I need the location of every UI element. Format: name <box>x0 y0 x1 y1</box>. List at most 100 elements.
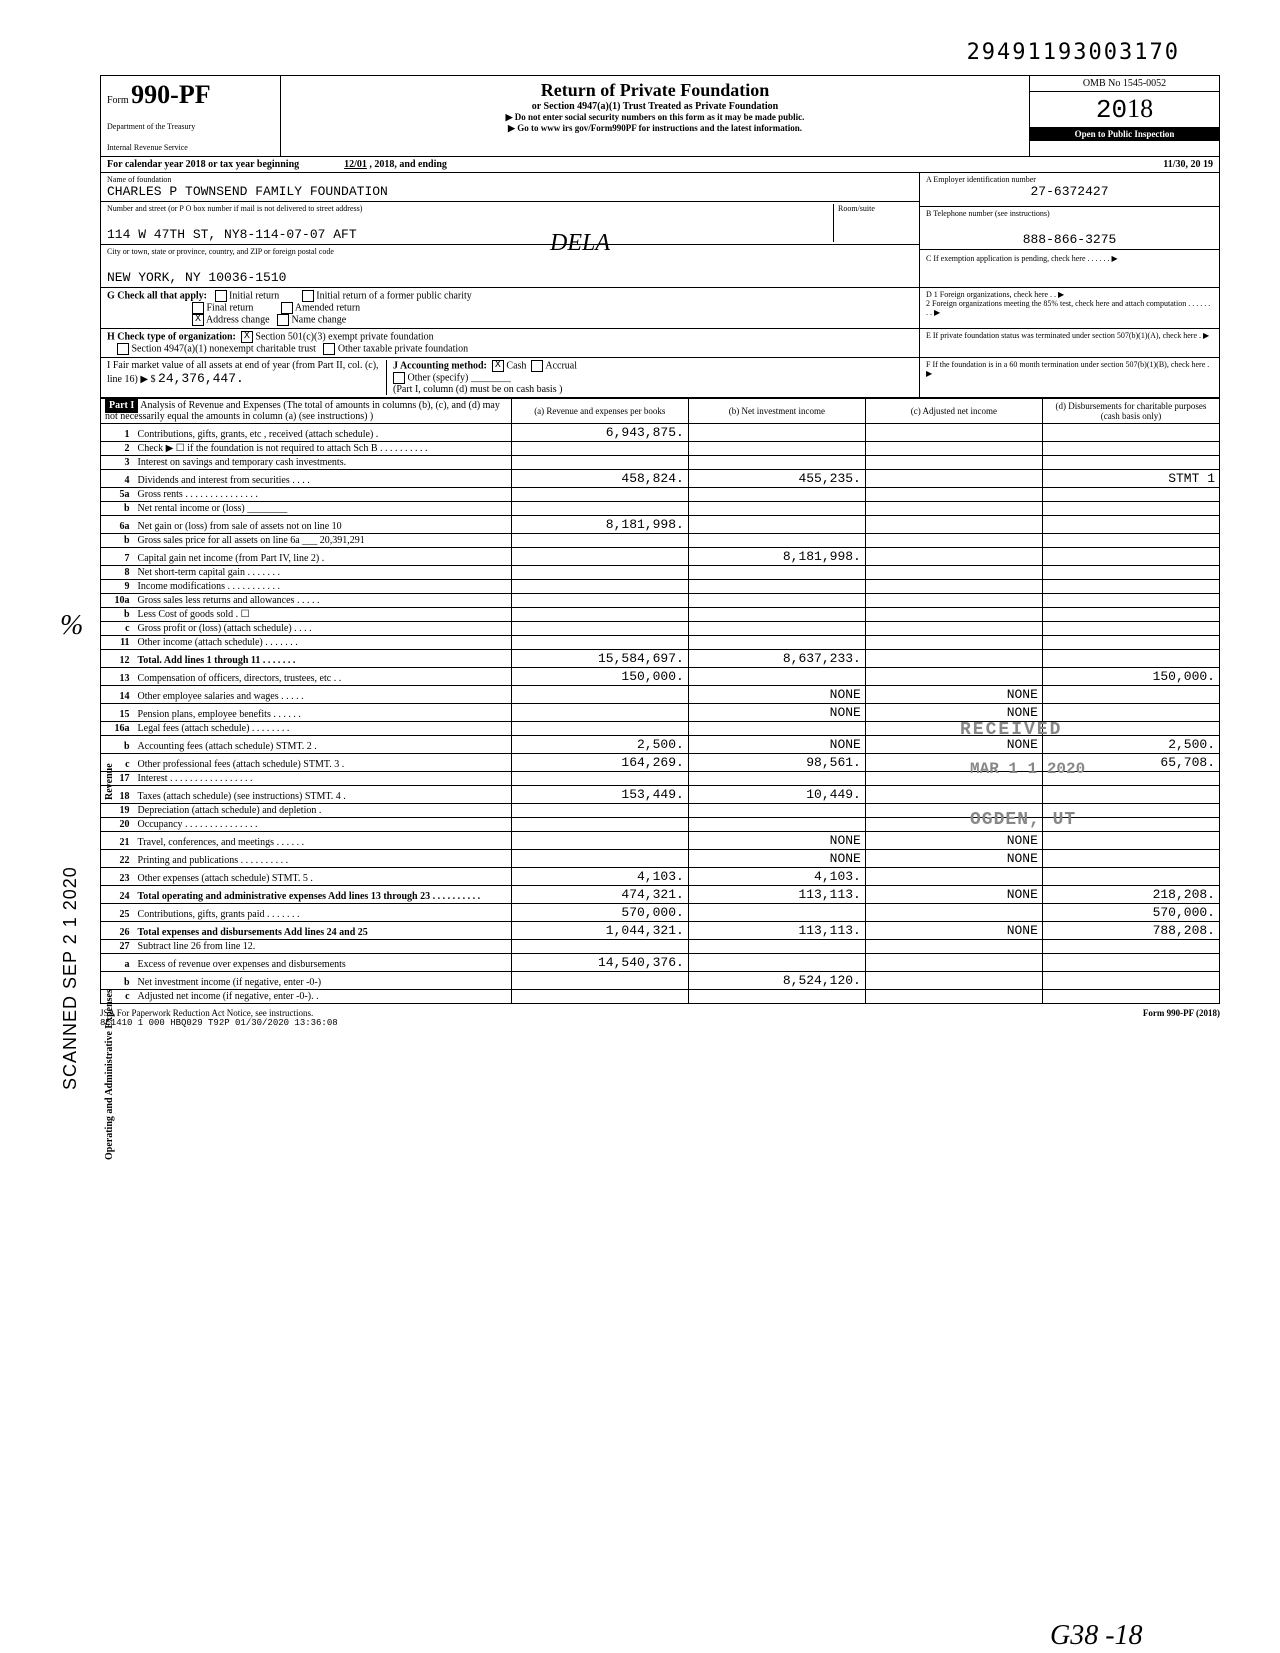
col-a-value: 474,321. <box>511 886 688 904</box>
col-a-value <box>511 990 688 1004</box>
col-b-value <box>688 954 865 972</box>
table-row: bLess Cost of goods sold . ☐ <box>101 608 1220 622</box>
checkbox-initial-former[interactable] <box>302 290 314 302</box>
line-number: b <box>101 736 134 754</box>
col-c-value <box>865 502 1042 516</box>
line-description: Total. Add lines 1 through 11 . . . . . … <box>134 650 512 668</box>
col-d-value: 788,208. <box>1042 922 1219 940</box>
col-d-value <box>1042 580 1219 594</box>
checkbox-501c3[interactable]: X <box>241 331 253 343</box>
col-a-value <box>511 548 688 566</box>
col-a-value <box>511 636 688 650</box>
col-d-value <box>1042 868 1219 886</box>
col-c-value: NONE <box>865 704 1042 722</box>
col-a-header: (a) Revenue and expenses per books <box>511 399 688 424</box>
line-description: Total operating and administrative expen… <box>134 886 512 904</box>
checkbox-amended[interactable] <box>281 302 293 314</box>
line-description: Gross rents . . . . . . . . . . . . . . … <box>134 488 512 502</box>
open-inspection: Open to Public Inspection <box>1030 127 1219 141</box>
check-section-g: G Check all that apply: Initial return I… <box>100 288 1220 329</box>
foundation-name-label: Name of foundation <box>107 175 913 184</box>
line-number: 22 <box>101 850 134 868</box>
line-number: 13 <box>101 668 134 686</box>
dept-irs: Internal Revenue Service <box>107 143 274 152</box>
part1-title: Analysis of Revenue and Expenses (The to… <box>105 400 500 422</box>
line-description: Interest on savings and temporary cash i… <box>134 456 512 470</box>
checkbox-accrual[interactable] <box>531 360 543 372</box>
line-description: Total expenses and disbursements Add lin… <box>134 922 512 940</box>
line-description: Adjusted net income (if negative, enter … <box>134 990 512 1004</box>
table-row: 3Interest on savings and temporary cash … <box>101 456 1220 470</box>
calendar-year-row: For calendar year 2018 or tax year begin… <box>100 157 1220 173</box>
form-number: 990-PF <box>131 80 210 109</box>
col-c-value <box>865 954 1042 972</box>
col-b-value <box>688 502 865 516</box>
col-b-value <box>688 804 865 818</box>
col-b-value: 98,561. <box>688 754 865 772</box>
line-number: 15 <box>101 704 134 722</box>
address-label: Number and street (or P O box number if … <box>107 204 833 213</box>
col-c-value <box>865 548 1042 566</box>
checkbox-4947[interactable] <box>117 343 129 355</box>
i-fmv-value: 24,376,447. <box>158 371 244 386</box>
col-c-value <box>865 990 1042 1004</box>
col-a-value <box>511 850 688 868</box>
h-501c3: Section 501(c)(3) exempt private foundat… <box>255 331 433 342</box>
col-a-value <box>511 722 688 736</box>
header-scan-number: 29491193003170 <box>40 40 1220 65</box>
e-terminated: E If private foundation status was termi… <box>919 329 1219 357</box>
checkbox-initial[interactable] <box>215 290 227 302</box>
col-b-value <box>688 594 865 608</box>
table-row: bNet rental income or (loss) ________ <box>101 502 1220 516</box>
line-description: Contributions, gifts, grants, etc , rece… <box>134 424 512 442</box>
table-row: 24Total operating and administrative exp… <box>101 886 1220 904</box>
col-d-value <box>1042 686 1219 704</box>
col-c-value <box>865 636 1042 650</box>
f-60month: F If the foundation is in a 60 month ter… <box>919 358 1219 397</box>
j-note: (Part I, column (d) must be on cash basi… <box>393 384 562 395</box>
col-b-value: NONE <box>688 736 865 754</box>
line-number: 26 <box>101 922 134 940</box>
checkbox-cash[interactable]: X <box>492 360 504 372</box>
form-title: Return of Private Foundation <box>285 80 1025 101</box>
checkbox-other-method[interactable] <box>393 372 405 384</box>
phone-label: B Telephone number (see instructions) <box>926 209 1213 218</box>
part1-table: Part I Analysis of Revenue and Expenses … <box>100 398 1220 1004</box>
checkbox-address-change[interactable]: X <box>192 314 204 326</box>
col-c-value <box>865 608 1042 622</box>
col-b-value: 8,637,233. <box>688 650 865 668</box>
col-b-value <box>688 424 865 442</box>
col-a-value: 150,000. <box>511 668 688 686</box>
checkbox-other-taxable[interactable] <box>323 343 335 355</box>
line-number: 6a <box>101 516 134 534</box>
table-row: 22Printing and publications . . . . . . … <box>101 850 1220 868</box>
col-d-value <box>1042 608 1219 622</box>
checkbox-name-change[interactable] <box>277 314 289 326</box>
line-number: b <box>101 608 134 622</box>
col-b-value <box>688 636 865 650</box>
col-b-value: 8,181,998. <box>688 548 865 566</box>
line-description: Less Cost of goods sold . ☐ <box>134 608 512 622</box>
checkbox-final[interactable] <box>192 302 204 314</box>
col-d-value <box>1042 502 1219 516</box>
col-b-value <box>688 516 865 534</box>
col-b-value <box>688 622 865 636</box>
page-footer: JSA For Paperwork Reduction Act Notice, … <box>100 1004 1220 1028</box>
handwriting-dela: DELA <box>550 230 610 257</box>
col-a-value: 6,943,875. <box>511 424 688 442</box>
line-number: 12 <box>101 650 134 668</box>
form-prefix: Form <box>107 95 129 106</box>
table-row: 14Other employee salaries and wages . . … <box>101 686 1220 704</box>
j-accrual: Accrual <box>545 360 577 371</box>
ogden-stamp: OGDEN, UT <box>970 810 1076 830</box>
line-number: 4 <box>101 470 134 488</box>
table-row: 23Other expenses (attach schedule) STMT.… <box>101 868 1220 886</box>
col-c-value: NONE <box>865 922 1042 940</box>
col-b-value <box>688 534 865 548</box>
col-b-header: (b) Net investment income <box>688 399 865 424</box>
handwriting-percent: % <box>60 610 83 642</box>
col-b-value <box>688 990 865 1004</box>
col-a-value <box>511 804 688 818</box>
received-stamp: RECEIVED <box>960 720 1062 740</box>
col-d-value <box>1042 424 1219 442</box>
